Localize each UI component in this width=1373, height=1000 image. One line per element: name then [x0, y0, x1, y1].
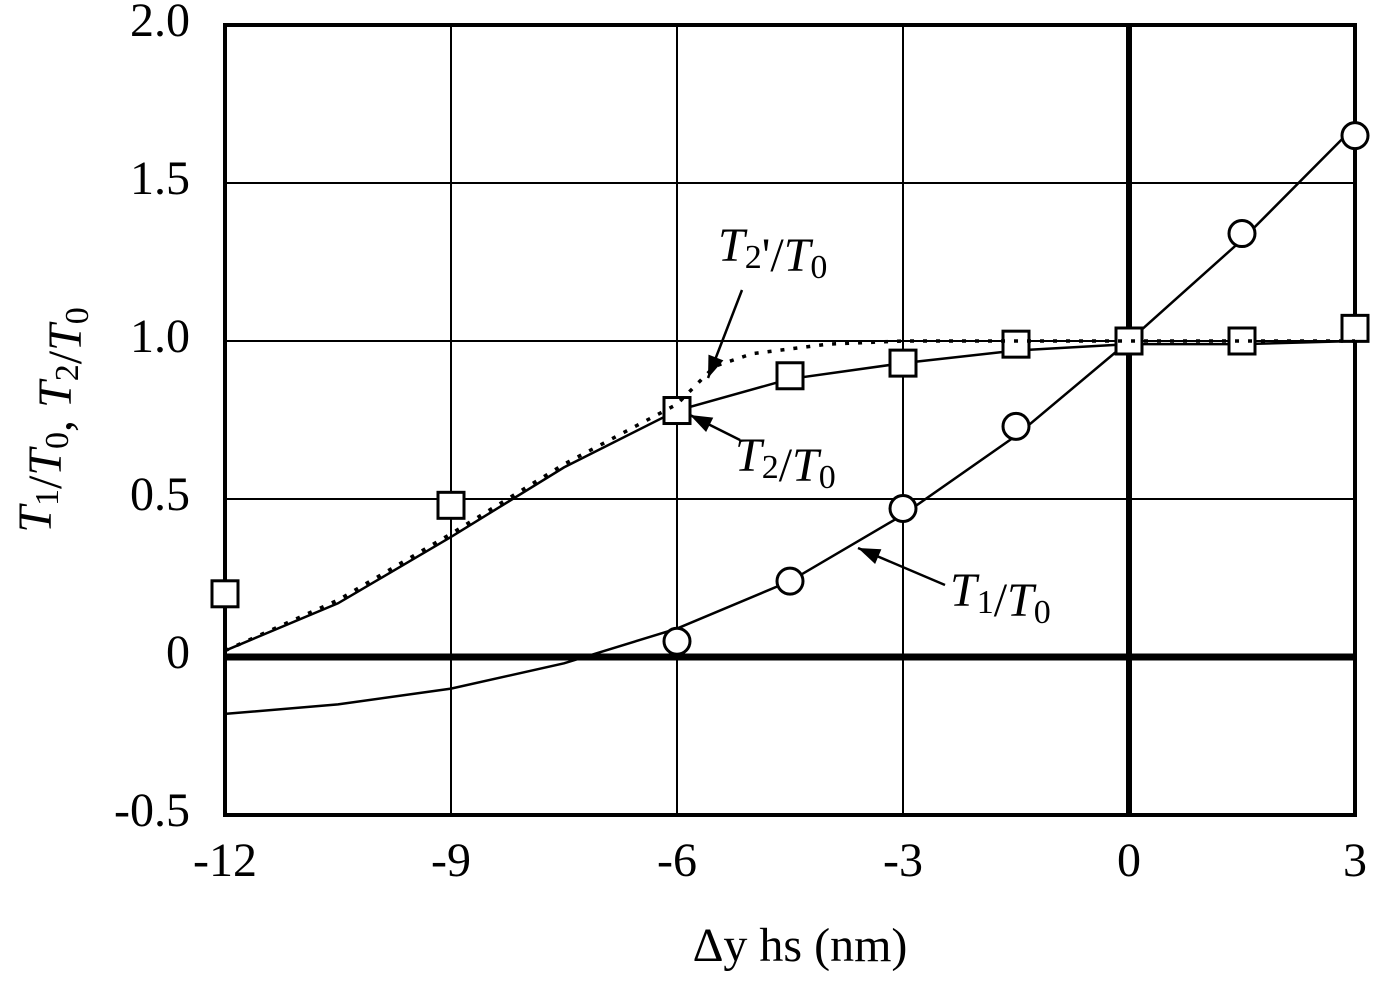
marker [888, 493, 918, 523]
y-tick-label: -0.5 [114, 784, 190, 837]
x-tick-label: 0 [1117, 834, 1141, 887]
curve-label: T1/T0 [950, 564, 1051, 631]
y-tick-label: 0 [166, 626, 190, 679]
x-tick-label: -9 [431, 834, 471, 887]
marker [1001, 329, 1031, 359]
marker [662, 396, 692, 426]
x-tick-label: -6 [657, 834, 697, 887]
x-tick-label: 3 [1343, 834, 1367, 887]
x-tick-label: -12 [193, 834, 257, 887]
marker [775, 361, 805, 391]
plot-frame [223, 23, 1357, 817]
marker [436, 490, 466, 520]
marker [210, 579, 240, 609]
x-tick-label: -3 [883, 834, 923, 887]
marker [888, 348, 918, 378]
x-axis-label: Δy hs (nm) [693, 919, 908, 972]
y-axis-label: T1/T0, T2/T0 [9, 307, 96, 533]
marker [662, 626, 692, 656]
y-tick-label: 1.0 [130, 310, 190, 363]
marker [775, 566, 805, 596]
fit-line [224, 125, 1356, 716]
marker [1227, 219, 1257, 249]
marker [1001, 411, 1031, 441]
arrow-head [708, 354, 724, 378]
arrow-head [690, 415, 714, 432]
y-tick-label: 0.5 [130, 468, 190, 521]
y-tick-label: 1.5 [130, 152, 190, 205]
curve-label: T2'/T0 [718, 219, 827, 286]
fit-line [224, 339, 1355, 653]
arrow-head [858, 548, 882, 564]
marker [1340, 121, 1370, 151]
marker [1340, 313, 1370, 343]
y-tick-label: 2.0 [130, 0, 190, 47]
curve-label: T2/T0 [735, 429, 836, 496]
